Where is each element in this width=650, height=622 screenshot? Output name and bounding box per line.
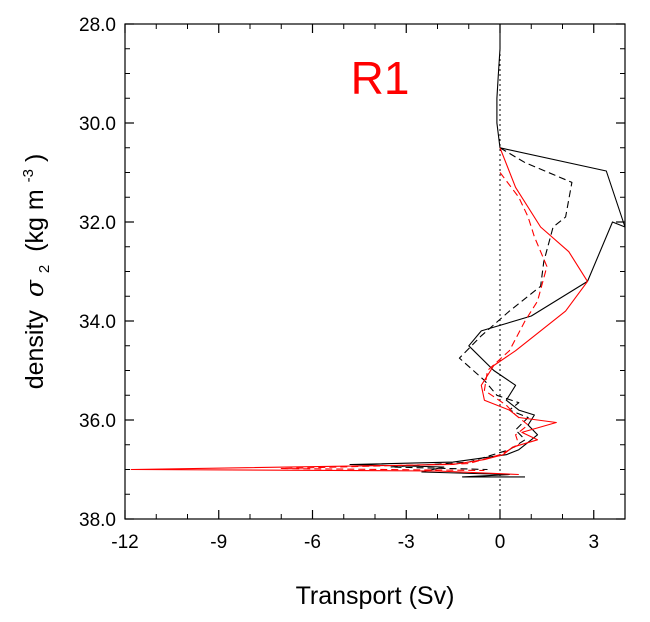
y-tick-label: 34.0: [79, 312, 116, 333]
x-tick-label: -12: [111, 532, 138, 553]
series-line-red-solid: [130, 147, 589, 476]
x-tick-label: -9: [210, 532, 227, 553]
series-line-red-dashed: [280, 172, 548, 472]
y-axis-title-units-close: ): [21, 154, 49, 162]
plot-lines: [130, 24, 626, 519]
x-tick-label: 0: [495, 532, 506, 553]
y-tick-label: 30.0: [79, 114, 116, 135]
y-axis-title-prefix: density: [21, 310, 49, 390]
y-tick-label: 32.0: [79, 213, 116, 234]
x-tick-label: -6: [304, 532, 321, 553]
y-axis-title-units-exponent: -3: [20, 169, 37, 182]
y-axis-title-subscript: 2: [36, 265, 53, 273]
x-tick-label: 3: [588, 532, 599, 553]
y-axis-title-units: (kg m: [21, 189, 49, 252]
series-line-black-solid: [349, 24, 626, 478]
chart-title: R1: [351, 52, 410, 104]
y-tick-label: 36.0: [79, 411, 116, 432]
x-axis-title: Transport (Sv): [296, 582, 455, 610]
y-axis-title: density σ 2 (kg m -3 ): [11, 154, 55, 390]
x-tick-label: -3: [398, 532, 415, 553]
y-tick-label: 28.0: [79, 15, 116, 36]
axis-ticks: -12 -9 -6 -3 0 3 28.0 30.0 32.0 34.0 36.0 38.0: [79, 15, 626, 553]
y-axis-title-symbol: σ: [20, 279, 49, 297]
y-tick-label: 38.0: [79, 510, 116, 531]
